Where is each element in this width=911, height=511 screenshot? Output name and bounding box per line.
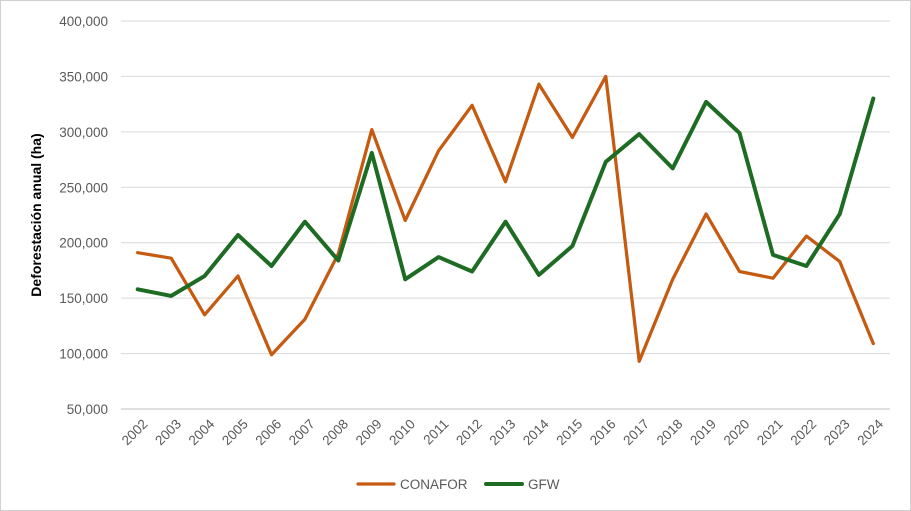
x-tick-label: 2013 bbox=[487, 416, 519, 448]
legend-label-conafor: CONAFOR bbox=[400, 477, 468, 492]
x-tick-label: 2007 bbox=[286, 416, 318, 448]
x-tick-label: 2011 bbox=[420, 416, 451, 447]
y-tick-label: 350,000 bbox=[59, 69, 108, 84]
x-tick-label: 2017 bbox=[620, 416, 652, 448]
y-tick-label: 400,000 bbox=[59, 14, 108, 29]
x-tick-label: 2016 bbox=[587, 416, 619, 448]
x-tick-label: 2008 bbox=[319, 416, 351, 448]
x-tick-label: 2020 bbox=[721, 416, 753, 448]
gridlines bbox=[121, 21, 890, 354]
legend: CONAFOR GFW bbox=[358, 477, 560, 492]
x-tick-label: 2004 bbox=[186, 416, 218, 448]
x-tick-label: 2006 bbox=[253, 416, 285, 448]
x-tick-label: 2012 bbox=[453, 416, 485, 448]
x-tick-label: 2019 bbox=[687, 416, 719, 448]
x-tick-label: 2024 bbox=[854, 416, 886, 448]
x-tick-label: 2022 bbox=[787, 416, 819, 448]
series-line-gfw bbox=[138, 99, 874, 296]
x-tick-label: 2005 bbox=[219, 416, 251, 448]
legend-label-gfw: GFW bbox=[528, 477, 560, 492]
y-tick-label: 300,000 bbox=[59, 125, 108, 140]
x-tick-label: 2014 bbox=[520, 416, 552, 448]
series-lines bbox=[138, 76, 874, 361]
y-tick-label: 250,000 bbox=[59, 180, 108, 195]
x-tick-label: 2010 bbox=[386, 416, 418, 448]
y-tick-label: 200,000 bbox=[59, 236, 108, 251]
x-tick-label: 2009 bbox=[353, 416, 385, 448]
x-tick-label: 2021 bbox=[754, 416, 786, 448]
x-tick-label: 2002 bbox=[119, 416, 151, 448]
x-tick-label: 2023 bbox=[821, 416, 853, 448]
x-tick-label: 2003 bbox=[152, 416, 184, 448]
y-tick-label: 100,000 bbox=[59, 347, 108, 362]
x-axis-ticks: 2002 2003 2004 2005 2006 2007 2008 2009 2010 2011… bbox=[119, 416, 887, 448]
y-axis-label: Deforestación anual (ha) bbox=[28, 133, 44, 296]
x-tick-label: 2015 bbox=[553, 416, 585, 448]
y-tick-label: 50,000 bbox=[67, 402, 108, 417]
y-tick-label: 150,000 bbox=[59, 291, 108, 306]
x-tick-label: 2018 bbox=[654, 416, 686, 448]
y-axis-ticks: 50,000 100,000 150,000 200,000 250,000 300,00… bbox=[59, 14, 108, 417]
